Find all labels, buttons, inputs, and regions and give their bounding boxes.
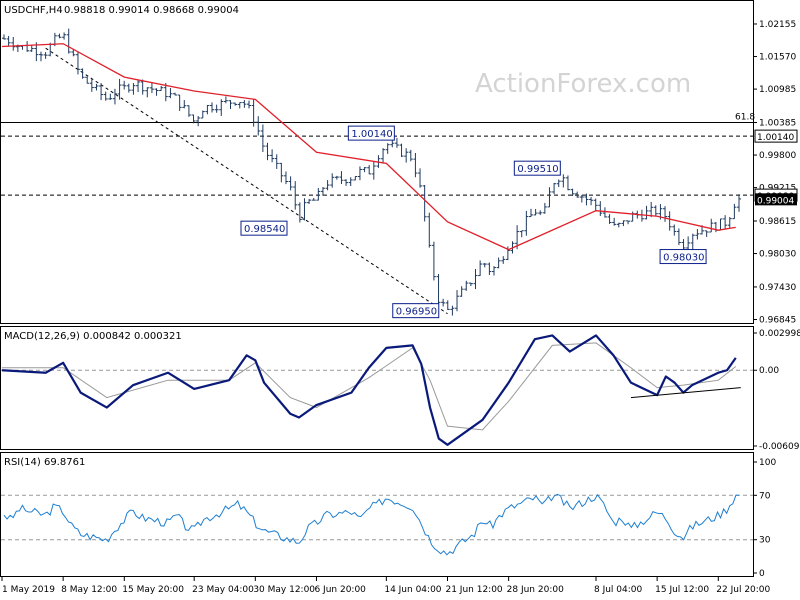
x-tick-label: 21 Jun 12:00 <box>445 585 502 595</box>
price-annotation-label: 0.98540 <box>244 224 285 235</box>
x-tick-label: 30 May 12:00 <box>253 585 315 595</box>
price-bars <box>2 28 741 316</box>
rsi-y-tick-label: 70 <box>759 491 771 501</box>
price-annotation-box <box>240 220 288 236</box>
macd-signal-line <box>2 342 737 431</box>
price-annotation-label: 0.98030 <box>663 253 704 264</box>
price-annotation-label: 1.00140 <box>351 129 392 140</box>
moving-average-line <box>1 43 736 251</box>
price-trendline <box>45 47 448 315</box>
x-tick-label: 14 Jun 04:00 <box>384 585 441 595</box>
price-overlays: 1.00140 0.99510 0.98540 0.98030 0.96950 <box>1 43 736 319</box>
fibonacci-label: 61.8 <box>735 112 755 122</box>
rsi-label: RSI(14) 69.8761 <box>4 457 85 468</box>
rsi-y-tick-label: 0 <box>759 569 765 579</box>
x-tick-label: 8 May 12:00 <box>61 585 117 595</box>
current-price-box <box>755 193 797 206</box>
price-y-tick-label: 0.98030 <box>759 250 796 260</box>
x-tick-label: 15 Jul 12:00 <box>655 585 709 595</box>
price-y-tick-label: 0.96845 <box>759 315 796 325</box>
price-y-tick-label: 1.01570 <box>759 53 796 63</box>
price-annotation-label: 0.99510 <box>517 164 558 175</box>
price-annotation-label: 0.96950 <box>396 307 437 318</box>
price-annotation-box <box>347 125 395 141</box>
macd-panel <box>0 326 754 450</box>
level-axis-box <box>754 129 798 143</box>
macd-y-tick-label: 0.00 <box>759 366 779 376</box>
macd-trendline <box>630 387 741 399</box>
rsi-line <box>3 493 740 556</box>
price-y-tick-label: 0.99800 <box>759 151 796 161</box>
price-y-tick-label: 1.02155 <box>759 20 796 30</box>
rsi-y-tick-label: 30 <box>759 536 771 546</box>
price-annotation-box <box>392 303 440 319</box>
rsi-panel <box>0 452 754 577</box>
current-price-label: 0.99004 <box>757 196 794 206</box>
x-tick-label: 6 Jun 20:00 <box>314 585 366 595</box>
price-annotation-box <box>513 160 561 176</box>
x-tick-label: 23 May 04:00 <box>192 585 254 595</box>
price-y-tick-label: 0.99215 <box>759 184 796 194</box>
x-tick-label: 22 Jul 20:00 <box>716 585 770 595</box>
macd-layer <box>1 334 753 446</box>
macd-label: MACD(12,26,9) 0.000842 0.000321 <box>4 331 182 342</box>
price-static-layer: 61.8 <box>1 47 755 315</box>
macd-y-tick-label: 0.002998 <box>759 329 800 339</box>
x-tick-label: 8 Jul 04:00 <box>594 585 643 595</box>
x-tick-label: 28 Jun 20:00 <box>507 585 564 595</box>
macd-line <box>1 334 737 446</box>
price-annotation-box <box>659 249 707 265</box>
price-y-tick-label: 1.00385 <box>759 118 796 128</box>
price-y-tick-label: 0.97430 <box>759 283 796 293</box>
rsi-layer <box>1 493 753 556</box>
x-tick-label: 1 May 2019 <box>2 585 55 595</box>
axes-layer: 1.02155 1.01570 1.00985 1.00385 0.99800 0.992… <box>1 20 800 595</box>
rsi-y-tick-label: 100 <box>759 458 776 468</box>
price-y-tick-label: 1.00985 <box>759 85 796 95</box>
price-y-tick-label: 0.98615 <box>759 217 796 227</box>
level-axis-label: 1.00140 <box>757 133 794 143</box>
ohlc-values: 0.98818 0.99014 0.98668 0.99004 <box>64 5 239 16</box>
watermark: ActionForex.com <box>475 69 691 99</box>
symbol-label: USDCHF,H4 <box>4 5 63 16</box>
macd-y-tick-label: -0.006097 <box>759 442 800 452</box>
x-tick-label: 15 May 20:00 <box>122 585 184 595</box>
